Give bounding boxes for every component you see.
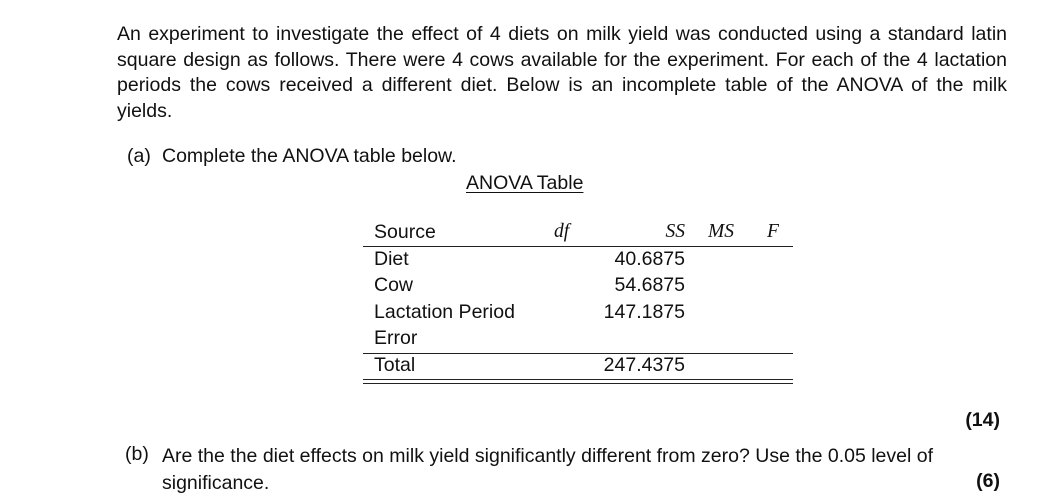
header-ss: SS [665,221,686,242]
table-bottom-rule [363,383,793,384]
table-header-rule [363,246,793,247]
table-row: Error [363,325,793,352]
header-source: Source [374,221,436,243]
row-ss: 40.6875 [614,247,686,270]
table-row: Diet 40.6875 [363,246,793,273]
row-ss: 54.6875 [614,274,686,297]
part-a-marks: (14) [965,409,1000,431]
header-df: df [554,221,570,242]
row-source: Diet [374,247,409,270]
header-f: F [767,221,779,242]
part-b-marks: (6) [976,470,1000,492]
table-header-row: Source df SS MS F [363,219,793,246]
row-ss: 147.1875 [603,300,685,323]
row-source: Total [374,353,416,376]
part-a-label: (a) [127,145,151,167]
part-b-question: Are the the diet effects on milk yield s… [162,445,934,494]
table-bottom-rule [363,379,793,380]
row-source: Error [374,327,418,350]
row-source: Lactation Period [374,300,515,323]
table-total-rule [363,353,793,354]
table-total-row: Total 247.4375 [363,352,793,379]
part-a-question: Complete the ANOVA table below. [162,145,457,167]
row-ss: 247.4375 [603,353,685,376]
anova-table: Source df SS MS F Diet 40.6875 Cow 54.68… [363,219,793,379]
problem-statement: An experiment to investigate the effect … [117,23,1007,122]
table-row: Cow 54.6875 [363,272,793,299]
header-ms: MS [708,221,734,242]
part-b-label: (b) [125,443,149,465]
table-row: Lactation Period 147.1875 [363,299,793,326]
table-caption: ANOVA Table [466,172,584,194]
row-source: Cow [374,274,414,297]
